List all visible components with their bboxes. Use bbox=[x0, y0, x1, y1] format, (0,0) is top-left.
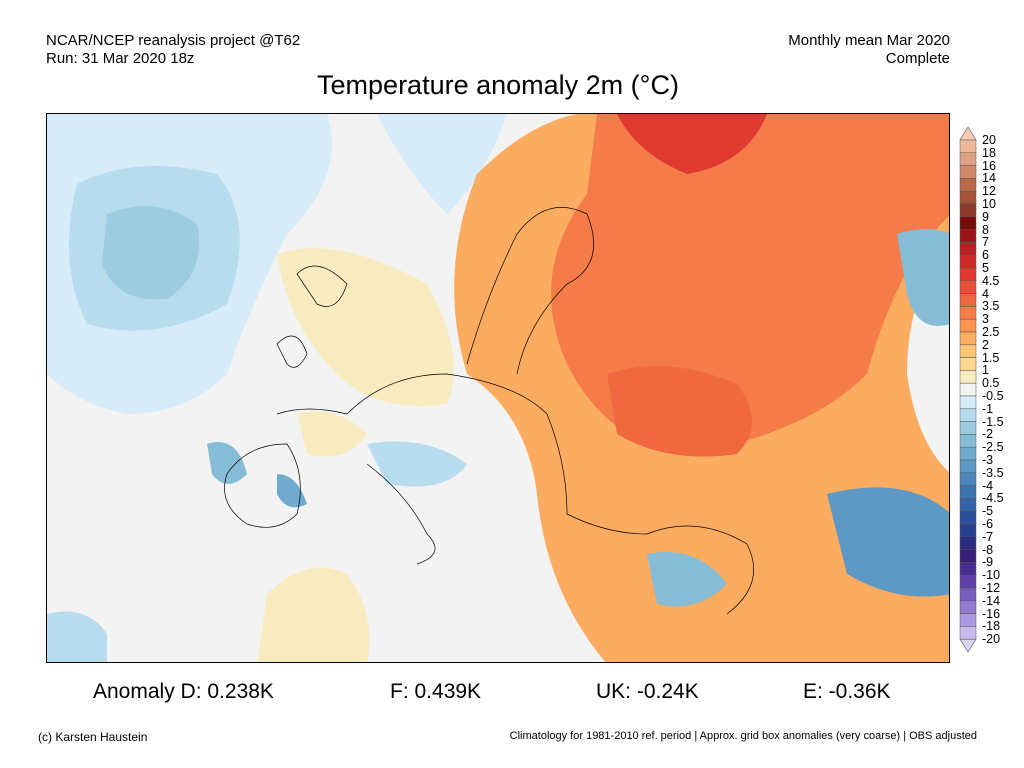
colorbar-label: -1.5 bbox=[982, 414, 1004, 429]
colorbar-bin bbox=[959, 152, 977, 166]
colorbar-label: 16 bbox=[982, 158, 996, 173]
colorbar-bin bbox=[959, 254, 977, 269]
colorbar-bin bbox=[959, 331, 977, 346]
colorbar-bin bbox=[959, 344, 977, 358]
colorbar-bin bbox=[959, 510, 977, 525]
colorbar-bin bbox=[959, 626, 977, 640]
colorbar-bin bbox=[959, 613, 977, 627]
colorbar-label: 3 bbox=[982, 312, 989, 327]
colorbar-label: -18 bbox=[982, 619, 1001, 634]
colorbar-label: 3.5 bbox=[982, 299, 1000, 314]
colorbar-bin bbox=[959, 459, 977, 474]
colorbar-label: -8 bbox=[982, 542, 994, 557]
map-title: Temperature anomaly 2m (°C) bbox=[317, 70, 679, 100]
colorbar-bin bbox=[959, 165, 977, 179]
colorbar-bin bbox=[959, 472, 977, 486]
colorbar-label: 9 bbox=[982, 209, 989, 224]
colorbar-bin bbox=[959, 306, 977, 320]
colorbar-label: 14 bbox=[982, 171, 996, 186]
data-source: NCAR/NCEP reanalysis project @T62 bbox=[46, 32, 301, 49]
colorbar-bottom-triangle bbox=[959, 638, 977, 653]
colorbar-label: -3.5 bbox=[982, 465, 1004, 480]
anomaly-map bbox=[46, 113, 950, 663]
colorbar-bin bbox=[959, 139, 977, 154]
colorbar-bin bbox=[959, 395, 977, 410]
colorbar-label: 4.5 bbox=[982, 273, 1000, 288]
colorbar-top-triangle bbox=[959, 126, 977, 141]
colorbar-label: -20 bbox=[982, 632, 1001, 647]
colorbar-label: -3 bbox=[982, 453, 994, 467]
colorbar-label: 5 bbox=[982, 261, 989, 275]
colorbar-label: 1.5 bbox=[982, 350, 1000, 365]
status: Complete bbox=[885, 50, 950, 67]
period: Monthly mean Mar 2020 bbox=[788, 32, 950, 49]
colorbar-bin bbox=[959, 434, 977, 448]
colorbar-label: 2.5 bbox=[982, 325, 1000, 339]
colorbar-label: 18 bbox=[982, 145, 996, 160]
colorbar-label: 20 bbox=[982, 133, 996, 147]
copyright: (c) Karsten Haustein bbox=[38, 730, 148, 744]
anomaly-uk: UK: -0.24K bbox=[596, 680, 699, 703]
colorbar-bin bbox=[959, 536, 977, 550]
anomaly-spain: E: -0.36K bbox=[803, 680, 891, 703]
colorbar-bin bbox=[959, 318, 977, 333]
colorbar-label: -6 bbox=[982, 517, 994, 531]
colorbar-bin bbox=[959, 600, 977, 614]
colorbar-bin bbox=[959, 216, 977, 230]
colorbar-label: -4 bbox=[982, 478, 994, 493]
colorbar-bin bbox=[959, 357, 977, 371]
colorbar-bin bbox=[959, 370, 977, 384]
colorbar-bin bbox=[959, 587, 977, 602]
colorbar-label: 8 bbox=[982, 222, 989, 237]
colorbar-scale bbox=[959, 126, 977, 653]
colorbar-label: -5 bbox=[982, 504, 994, 519]
colorbar-label: 7 bbox=[982, 235, 989, 250]
colorbar-label: 12 bbox=[982, 184, 996, 199]
colorbar-label: 0.5 bbox=[982, 376, 1000, 391]
colorbar-bin bbox=[959, 280, 977, 294]
colorbar-label: 1 bbox=[982, 363, 989, 378]
colorbar-bin bbox=[959, 446, 977, 461]
run-time: Run: 31 Mar 2020 18z bbox=[46, 50, 195, 67]
colorbar-label: -12 bbox=[982, 581, 1001, 595]
colorbar-label: -10 bbox=[982, 568, 1001, 583]
colorbar-label: 10 bbox=[982, 197, 996, 211]
anomaly-france: F: 0.439K bbox=[390, 680, 482, 703]
colorbar-label: -0.5 bbox=[982, 389, 1004, 403]
colorbar-bin bbox=[959, 421, 977, 435]
colorbar-label: -4.5 bbox=[982, 491, 1004, 506]
colorbar-label: 4 bbox=[982, 286, 989, 301]
colorbar-bin bbox=[959, 203, 977, 218]
colorbar-bin bbox=[959, 178, 977, 192]
colorbar-bin bbox=[959, 382, 977, 397]
colorbar-label: -2 bbox=[982, 427, 994, 442]
colorbar-bin bbox=[959, 190, 977, 205]
colorbar-label: -14 bbox=[982, 593, 1001, 608]
colorbar-bin bbox=[959, 498, 977, 512]
footer-note: Climatology for 1981-2010 ref. period | … bbox=[509, 730, 977, 742]
colorbar-bin bbox=[959, 549, 977, 563]
anomaly-fields bbox=[47, 114, 949, 662]
colorbar-label: -2.5 bbox=[982, 440, 1004, 455]
colorbar-label: -9 bbox=[982, 555, 994, 570]
colorbar-bin bbox=[959, 574, 977, 589]
colorbar-label: -1 bbox=[982, 401, 994, 416]
map-canvas bbox=[47, 114, 949, 662]
colorbar-bin bbox=[959, 229, 977, 243]
colorbar-label: 6 bbox=[982, 248, 989, 263]
colorbar-bin bbox=[959, 485, 977, 499]
anomaly-germany: Anomaly D: 0.238K bbox=[93, 680, 274, 703]
coastlines bbox=[224, 207, 754, 615]
colorbar-bin bbox=[959, 408, 977, 422]
colorbar-bin bbox=[959, 242, 977, 256]
colorbar-label: -7 bbox=[982, 529, 994, 544]
colorbar-label: -16 bbox=[982, 606, 1001, 621]
colorbar-bin bbox=[959, 293, 977, 307]
colorbar-label: 2 bbox=[982, 337, 989, 352]
colorbar-bin bbox=[959, 562, 977, 576]
colorbar-bin bbox=[959, 267, 977, 282]
colorbar-bin bbox=[959, 523, 977, 538]
